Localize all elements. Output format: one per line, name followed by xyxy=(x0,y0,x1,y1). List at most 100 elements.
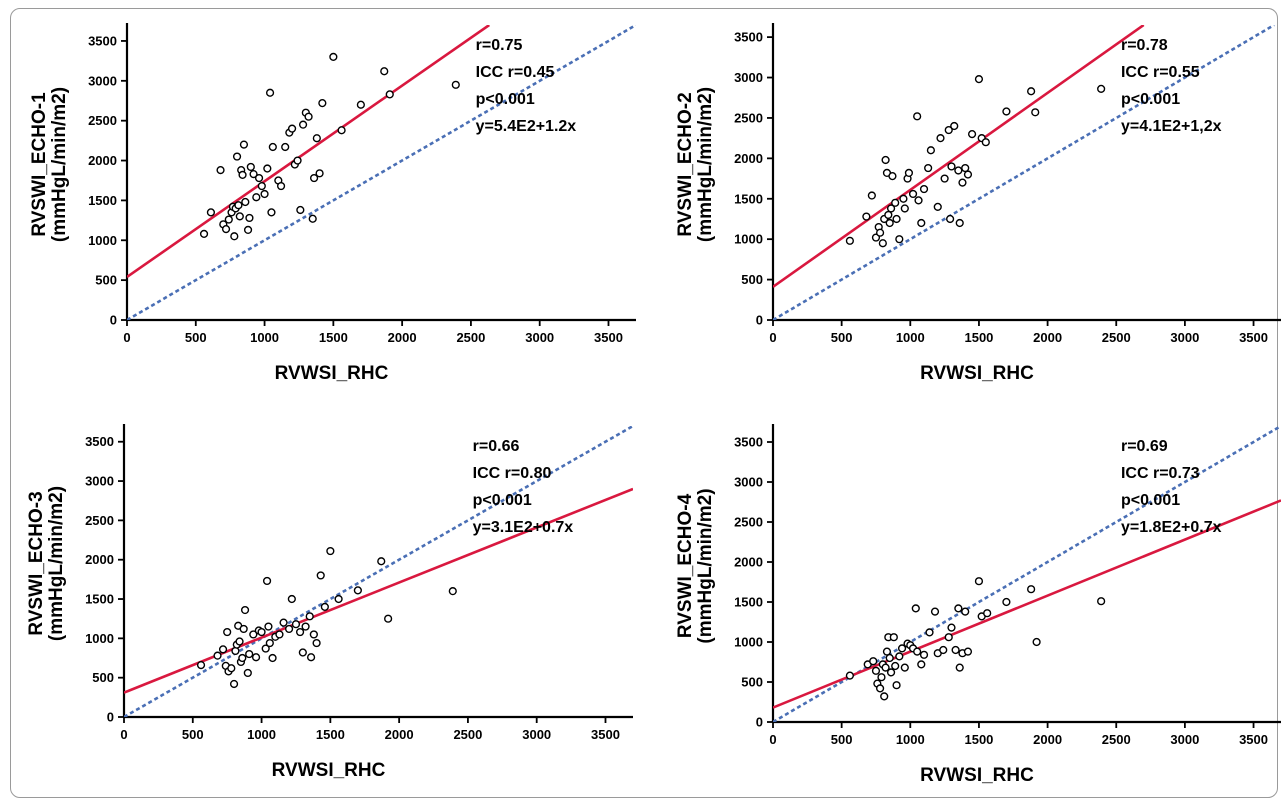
data-point xyxy=(924,163,933,173)
y-tick-label: 2000 xyxy=(734,151,763,166)
data-point xyxy=(908,189,918,199)
stat-annotation: p<0.001 xyxy=(1121,492,1180,509)
data-point xyxy=(281,142,290,152)
y-tick-label: 0 xyxy=(107,710,114,725)
regression-line xyxy=(124,487,633,694)
data-point xyxy=(241,197,250,207)
x-tick-label: 2500 xyxy=(1102,732,1131,747)
data-point xyxy=(1032,637,1041,647)
data-point xyxy=(257,181,266,191)
x-tick-label: 3500 xyxy=(1239,732,1268,747)
data-point xyxy=(234,201,243,210)
data-point xyxy=(262,576,272,586)
data-point xyxy=(264,622,273,631)
y-tick-label: 1000 xyxy=(734,232,763,247)
x-tick-label: 0 xyxy=(123,330,130,345)
y-tick-label: 2500 xyxy=(734,515,763,530)
x-tick-label: 1500 xyxy=(964,330,993,345)
x-tick-label: 1000 xyxy=(896,732,925,747)
y-tick-label: 1500 xyxy=(85,592,114,607)
data-point xyxy=(880,692,889,701)
x-tick-label: 1000 xyxy=(250,330,279,345)
data-point xyxy=(944,125,953,135)
data-point xyxy=(254,173,264,183)
data-point xyxy=(963,647,973,656)
data-point xyxy=(206,208,216,217)
data-point xyxy=(889,633,898,642)
data-point xyxy=(885,653,894,663)
data-point xyxy=(295,627,305,637)
data-point xyxy=(947,162,956,171)
x-tick-label: 1000 xyxy=(247,727,276,742)
data-point xyxy=(1002,597,1011,607)
y-tick-label: 3500 xyxy=(734,435,763,450)
data-point xyxy=(218,645,228,654)
data-point xyxy=(227,664,236,673)
y-tick-label: 0 xyxy=(110,313,117,328)
y-tick-label: 2000 xyxy=(734,555,763,570)
y-tick-label: 2000 xyxy=(88,153,117,168)
data-point xyxy=(279,618,288,627)
data-point xyxy=(891,661,900,671)
data-point xyxy=(245,649,254,659)
data-point xyxy=(885,218,894,228)
stat-annotation: y=3.1E2+0.7x xyxy=(473,519,574,536)
stat-annotation: r=0.69 xyxy=(1121,438,1168,455)
data-point xyxy=(301,622,310,631)
data-point xyxy=(384,614,393,623)
y-tick-label: 1500 xyxy=(734,191,763,206)
data-point xyxy=(329,52,338,61)
y-tick-label: 3000 xyxy=(85,474,114,489)
x-tick-label: 2000 xyxy=(1033,732,1062,747)
data-point xyxy=(954,604,963,613)
data-point xyxy=(867,191,876,200)
y-tick-label: 3500 xyxy=(734,30,763,45)
stat-annotation: y=5.4E2+1.2x xyxy=(476,118,577,135)
y-axis-title: RVSWI_ECHO-1 xyxy=(29,92,50,237)
data-point xyxy=(862,212,871,221)
x-tick-label: 2500 xyxy=(1102,330,1131,345)
chart-panel-2: 0 500 1000 1500 2000 2500 3000 3500 0 500 1000 1500… xyxy=(675,23,1281,384)
x-tick-label: 3000 xyxy=(1170,732,1199,747)
data-point xyxy=(983,609,992,618)
data-point xyxy=(1031,108,1040,117)
data-point xyxy=(981,138,990,147)
regression-line xyxy=(127,25,491,279)
data-point xyxy=(1027,87,1036,96)
data-point xyxy=(871,666,881,675)
y-tick-label: 3000 xyxy=(734,70,763,85)
data-point xyxy=(891,198,900,207)
data-point xyxy=(249,630,258,639)
data-point xyxy=(251,653,261,662)
data-point xyxy=(265,638,274,648)
data-point xyxy=(899,194,908,203)
x-tick-label: 0 xyxy=(769,330,776,345)
data-point xyxy=(196,660,206,670)
y-tick-label: 2500 xyxy=(85,513,114,528)
data-point xyxy=(216,166,225,175)
x-tick-label: 0 xyxy=(120,727,127,742)
data-point xyxy=(261,644,270,653)
x-tick-label: 2500 xyxy=(456,330,485,345)
data-point xyxy=(245,213,254,223)
data-point xyxy=(232,152,242,161)
y-tick-label: 0 xyxy=(756,313,763,328)
data-point xyxy=(229,679,239,689)
chart-panel-1: 0 500 1000 1500 2000 2500 3000 3500 0 500 1000 1500… xyxy=(29,23,636,384)
data-point xyxy=(886,668,896,677)
data-point xyxy=(1097,84,1106,93)
data-point xyxy=(385,90,394,99)
data-point xyxy=(900,204,909,213)
x-tick-label: 500 xyxy=(185,330,207,345)
data-point xyxy=(265,88,275,97)
data-point xyxy=(933,202,942,211)
x-tick-label: 3000 xyxy=(525,330,554,345)
data-point xyxy=(304,112,313,121)
data-point xyxy=(448,587,457,596)
data-point xyxy=(967,130,977,139)
data-point xyxy=(884,210,893,220)
data-point xyxy=(249,169,258,179)
data-point xyxy=(955,663,964,672)
y-axis-title: RVSWI_ECHO-4 xyxy=(675,493,696,638)
data-point xyxy=(869,657,878,666)
